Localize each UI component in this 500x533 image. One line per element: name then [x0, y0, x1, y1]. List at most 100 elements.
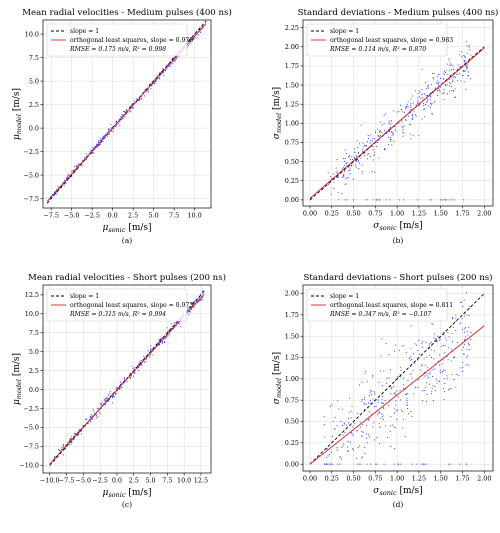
data-point [147, 89, 149, 91]
data-point [369, 392, 371, 394]
data-point [467, 342, 470, 344]
data-point [352, 426, 354, 428]
data-point [412, 113, 414, 115]
data-point [459, 66, 461, 68]
data-point [92, 147, 94, 149]
data-point [196, 37, 198, 39]
data-point [394, 128, 396, 130]
data-point [170, 323, 172, 325]
data-point [80, 433, 83, 435]
data-point [468, 327, 470, 329]
data-point [439, 369, 441, 371]
data-point [462, 367, 464, 369]
data-point [58, 449, 60, 451]
y-tick-label: 0.00 [285, 196, 299, 204]
data-point [93, 410, 95, 412]
data-point [411, 463, 414, 465]
data-point [374, 130, 376, 132]
data-point [421, 400, 424, 402]
x-tick-label: 1.00 [390, 210, 404, 218]
data-point [377, 399, 379, 401]
data-point [90, 421, 92, 423]
data-point [437, 82, 439, 84]
data-point [57, 185, 59, 187]
data-point [448, 82, 451, 84]
data-point [393, 463, 395, 465]
data-point [160, 71, 162, 73]
data-point [382, 385, 384, 387]
data-point [357, 152, 359, 155]
data-point [349, 167, 351, 169]
data-point [192, 301, 194, 303]
data-point [363, 403, 365, 405]
data-point [350, 165, 352, 167]
data-point [441, 363, 443, 365]
data-point [470, 339, 472, 341]
panel-caption: (d) [393, 500, 404, 509]
x-tick-label: 0.50 [346, 475, 360, 483]
data-point [352, 159, 354, 161]
data-point [449, 60, 451, 62]
data-point [158, 339, 160, 341]
data-point [90, 414, 93, 416]
data-point [442, 359, 444, 361]
y-tick-label: 2.00 [285, 43, 299, 51]
data-point [463, 353, 465, 356]
data-point [417, 386, 419, 388]
data-point [449, 90, 451, 92]
data-point [417, 199, 419, 201]
data-point [362, 142, 364, 144]
y-axis-label: μmodel [m/s] [12, 88, 23, 140]
data-point [397, 463, 399, 465]
y-axis-unit: [m/s] [272, 352, 282, 378]
data-point [361, 457, 363, 459]
data-point [129, 372, 131, 374]
data-point [96, 417, 98, 419]
data-point [144, 95, 146, 97]
data-point [412, 369, 414, 371]
panel-caption: (a) [122, 236, 132, 245]
data-point [352, 448, 354, 450]
data-point [349, 173, 351, 175]
data-point [453, 199, 455, 201]
data-point [336, 172, 338, 174]
data-point [70, 171, 72, 173]
x-axis-subscript: sonic [379, 489, 397, 497]
data-point [446, 63, 448, 65]
data-point [414, 114, 416, 116]
data-point [424, 103, 427, 106]
data-point [69, 438, 71, 440]
data-point [328, 183, 330, 185]
y-tick-label: 1.50 [285, 81, 299, 89]
data-point [420, 369, 422, 371]
data-point [412, 393, 415, 395]
data-point [354, 164, 356, 166]
data-point [118, 388, 120, 390]
data-point [87, 423, 89, 425]
chart-panel-1: 0.00 0.25 0.50 0.75 1.00 1.25 1.50 1.75 2.00 0.00… [272, 7, 498, 245]
data-point [463, 353, 465, 355]
data-point [436, 341, 438, 343]
data-point [419, 91, 421, 93]
data-point [347, 440, 349, 443]
data-point [383, 402, 385, 404]
data-point [326, 463, 328, 465]
data-point [343, 171, 345, 173]
data-point [428, 344, 430, 346]
data-point [445, 84, 447, 86]
data-point [74, 433, 76, 435]
data-point [121, 114, 123, 116]
data-point [376, 128, 379, 130]
data-point [443, 331, 445, 333]
data-point [367, 402, 370, 404]
x-axis-symbol: μ [102, 488, 108, 498]
data-point [429, 99, 432, 101]
data-point [465, 65, 467, 67]
data-point [392, 424, 394, 426]
data-point [419, 97, 421, 99]
data-point [372, 199, 374, 201]
data-point [103, 135, 105, 137]
data-point [111, 127, 113, 129]
data-point [328, 463, 330, 465]
data-point [355, 160, 357, 162]
